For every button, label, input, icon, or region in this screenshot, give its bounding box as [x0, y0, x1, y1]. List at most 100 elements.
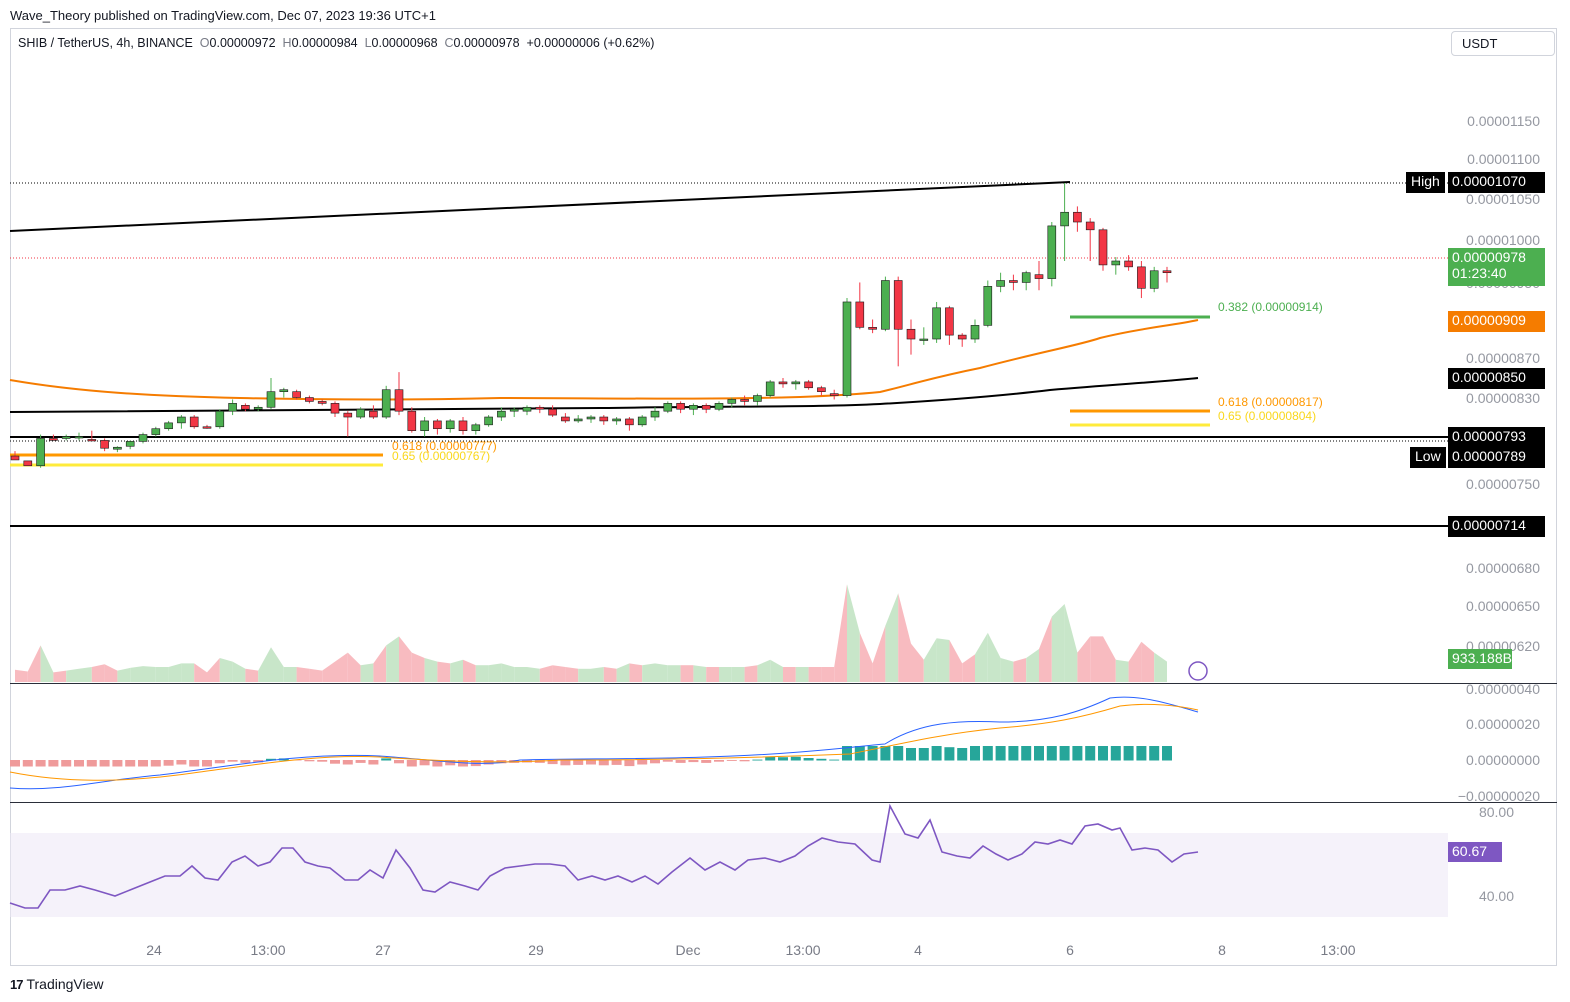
candle-body — [932, 307, 941, 340]
macd-histogram-bar — [112, 760, 123, 767]
macd-histogram-bar — [778, 757, 788, 761]
candle-body — [61, 436, 71, 439]
volume-area — [795, 667, 809, 682]
volume-area — [783, 667, 796, 682]
candle-body — [87, 439, 97, 442]
candle-body — [1073, 211, 1082, 223]
volume-area — [1000, 658, 1014, 682]
macd-layer — [9, 696, 1199, 790]
candle-body — [241, 405, 250, 410]
macd-histogram-bar — [419, 760, 430, 766]
volume-area — [143, 666, 156, 682]
candle-body — [637, 416, 647, 426]
currency-button[interactable]: USDT — [1451, 31, 1555, 56]
time-axis-label: 8 — [1218, 942, 1226, 958]
price-axis-label: 0.00000750 — [1466, 476, 1540, 492]
macd-histogram-bar — [1072, 746, 1083, 761]
tradingview-logo[interactable]: 17 TradingView — [10, 976, 104, 992]
macd-histogram-bar — [893, 746, 904, 761]
volume-area — [386, 636, 399, 682]
ema-200-line — [9, 377, 1199, 413]
candle-body — [599, 416, 609, 422]
volume-area — [1128, 641, 1142, 682]
macd-histogram-bar — [803, 758, 814, 761]
candle-body — [1060, 211, 1069, 227]
fib-65-upper-label: 0.65 (0.00000804) — [1218, 409, 1317, 423]
candle-body — [356, 408, 365, 418]
volume-area — [923, 638, 937, 682]
volume-area — [1115, 659, 1129, 682]
macd-histogram-bar — [739, 760, 750, 762]
volume-area — [27, 645, 41, 682]
candle-body — [279, 389, 289, 392]
macd-histogram-bar — [1008, 746, 1019, 761]
candle-body — [381, 389, 391, 418]
volume-area — [757, 659, 771, 682]
macd-histogram-bar — [1149, 746, 1160, 761]
volume-area — [232, 661, 246, 682]
volume-area — [207, 658, 220, 682]
symbol-info[interactable]: SHIB / TetherUS, 4h, BINANCE — [18, 36, 193, 50]
macd-histogram-bar — [765, 756, 776, 761]
volume-area — [437, 661, 451, 682]
volume-area — [181, 663, 195, 682]
volume-area — [987, 632, 1001, 682]
volume-area — [667, 665, 681, 682]
candle-body — [164, 422, 173, 430]
candle-body — [369, 410, 378, 418]
volume-area — [936, 638, 950, 682]
volume-area — [399, 636, 412, 682]
volume-area — [53, 670, 67, 682]
price-axis-label: 0.00001100 — [1467, 151, 1540, 167]
volume-area — [1154, 652, 1167, 682]
ema200-price-tag: 0.00000850 — [1448, 368, 1545, 389]
candle-body — [522, 406, 532, 412]
volume-area — [847, 584, 860, 682]
high-label: H — [282, 36, 292, 50]
volume-tag: 933.188B — [1448, 649, 1512, 669]
price-axis-label: 0.00001050 — [1466, 191, 1540, 207]
volume-area — [373, 645, 387, 682]
open-label: O — [199, 36, 210, 50]
candle-body — [791, 381, 801, 385]
macd-rsi-separator[interactable] — [10, 802, 1557, 803]
macd-histogram-bar — [138, 760, 148, 767]
candle-body — [10, 455, 20, 461]
macd-histogram-bar — [1123, 746, 1134, 761]
price-axis-label: 0.00001150 — [1467, 113, 1540, 129]
candle-body — [228, 403, 237, 412]
candle-body — [125, 441, 135, 447]
volume-layer — [15, 584, 1208, 682]
volume-macd-separator[interactable] — [10, 683, 1557, 684]
volume-area — [424, 658, 438, 682]
open-value: 0.00000972 — [209, 36, 276, 50]
macd-histogram-bar — [432, 760, 443, 767]
candle-body — [189, 416, 199, 428]
rsi-band — [10, 833, 1448, 917]
price-axis-label: 0.00000680 — [1466, 560, 1540, 576]
low-value: 0.00000968 — [371, 36, 438, 50]
macd-histogram-bar — [445, 760, 456, 766]
macd-axis-label: 0.00000000 — [1466, 752, 1540, 768]
volume-area — [885, 593, 899, 682]
volume-area — [603, 667, 617, 682]
candle-body — [753, 395, 762, 402]
candle-body — [893, 280, 903, 330]
macd-histogram-bar — [714, 760, 724, 762]
time-axis-label: 13:00 — [1320, 942, 1356, 958]
chart-frame[interactable] — [10, 28, 1557, 966]
volume-area — [271, 647, 284, 682]
volume-area — [680, 665, 694, 682]
macd-histogram-bar — [1034, 746, 1044, 761]
time-axis-label: 13:00 — [250, 942, 286, 958]
candle-body — [317, 401, 327, 404]
candle-body — [215, 410, 225, 428]
macd-histogram-bar — [240, 760, 251, 763]
candle-body — [407, 410, 417, 431]
macd-histogram-bar — [189, 760, 200, 767]
macd-histogram-bar — [291, 760, 302, 761]
candle-body — [1111, 260, 1121, 266]
close-label: C — [444, 36, 454, 50]
volume-area — [911, 643, 924, 682]
